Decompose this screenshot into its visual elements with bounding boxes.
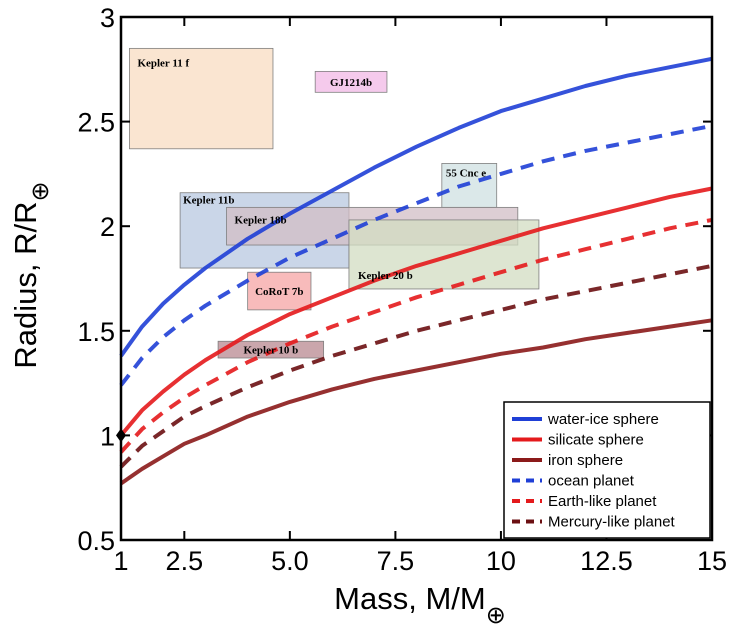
planet-label-kepler-20-b: Kepler 20 b: [358, 270, 413, 282]
planet-label-55-cnc-e: 55 Cnc e: [446, 167, 486, 179]
y-tick-label: 2: [100, 212, 115, 242]
x-tick-label: 1: [113, 546, 128, 576]
planet-box-kepler-10-b: [217, 340, 325, 359]
legend-label-iron-sphere: iron sphere: [548, 452, 623, 469]
planet-label-kepler-10-b: Kepler 10 b: [243, 345, 298, 357]
x-axis-label: Mass, M/M⊕: [334, 581, 506, 629]
planet-label-kepler-11b: Kepler 11b: [183, 195, 234, 207]
series-line-earth-like-planet: [119, 217, 713, 454]
planet-box-kepler-11-f: [129, 47, 274, 150]
y-tick-label: 2.5: [77, 108, 115, 138]
planet-box-gj1214b: [314, 70, 388, 93]
plot-frame: [119, 15, 714, 542]
x-tick-label: 15: [697, 546, 727, 576]
planet-label-kepler-11-f: Kepler 11 f: [137, 57, 189, 69]
series-line-iron-sphere: [119, 318, 713, 486]
legend: water-ice sphere silicate sphere iron sphe…: [503, 401, 711, 539]
planet-label-corot-7b: CoRoT 7b: [255, 286, 303, 298]
x-tick-label: 2.5: [166, 546, 204, 576]
y-tick-label: 1: [100, 421, 115, 451]
legend-box: [503, 401, 711, 539]
planet-label-gj1214b: GJ1214b: [330, 77, 372, 89]
legend-label-water-ice-sphere: water-ice sphere: [547, 411, 659, 428]
x-tick-label: 5.0: [271, 546, 309, 576]
planet-box-corot-7b: [247, 271, 312, 311]
series-line-mercury-like-planet: [119, 263, 713, 469]
x-tick-label: 10: [486, 546, 516, 576]
series-line-silicate-sphere: [119, 186, 713, 437]
y-axis-label: Radius, R/R⊕: [8, 181, 54, 368]
curve-layer: [116, 56, 713, 486]
y-tick-label: 1.5: [77, 317, 115, 347]
legend-label-ocean-planet: ocean planet: [548, 473, 635, 490]
x-tick-label: 7.5: [377, 546, 415, 576]
legend-label-silicate-sphere: silicate sphere: [548, 432, 644, 449]
legend-label-mercury-like-planet: Mercury-like planet: [548, 514, 676, 531]
axes-layer: 1 2.5 5.0 7.5 10 12.5 150.511.522.53: [77, 3, 727, 576]
y-tick-label: 0.5: [77, 526, 115, 556]
legend-label-earth-like-planet: Earth-like planet: [548, 493, 657, 510]
series-line-water-ice-sphere: [119, 56, 713, 358]
planet-box-layer: [129, 47, 540, 359]
planet-label-kepler-18b: Kepler 18b: [235, 214, 287, 226]
y-tick-label: 3: [100, 3, 115, 33]
x-tick-label: 12.5: [580, 546, 633, 576]
